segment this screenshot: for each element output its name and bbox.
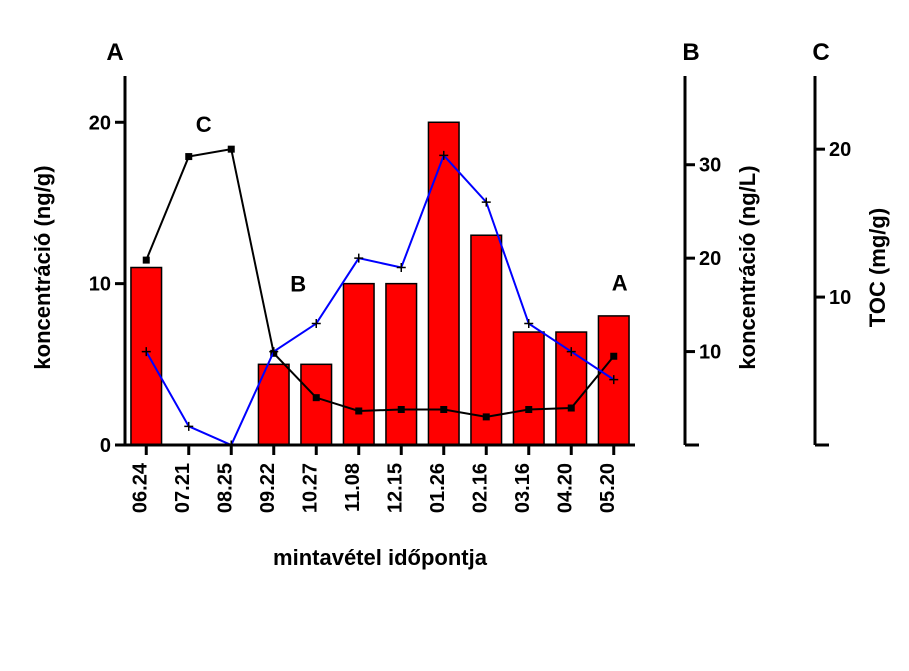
x-tick-label: 01.26 [427,463,449,513]
axis-c-tick: 10 [829,287,851,309]
axis-c-tick: 20 [829,139,851,161]
axis-a-letter: A [106,39,123,66]
marker-c [610,353,617,360]
series-letter-b: B [290,272,306,297]
marker-c [355,407,362,414]
axis-c-label: TOC (mg/g) [865,208,890,327]
x-tick-label: 03.16 [512,463,534,513]
marker-c [483,413,490,420]
axis-a-tick: 20 [89,112,111,134]
bar [513,332,544,445]
bar [301,364,332,445]
axis-a-label: koncentráció (ng/g) [30,165,55,369]
axis-b-tick: 30 [699,155,721,177]
axis-b-label: koncentráció (ng/L) [735,165,760,369]
x-tick-label: 09.22 [257,463,279,513]
axis-b-letter: B [682,39,699,66]
marker-c [228,146,235,153]
x-tick-label: 12.15 [384,463,406,513]
marker-c [525,406,532,413]
series-letter-c: C [196,112,212,137]
x-tick-label: 08.25 [214,463,236,513]
x-tick-label: 06.24 [129,462,151,513]
marker-c [398,406,405,413]
axis-c-letter: C [812,39,829,66]
x-tick-label: 10.27 [299,463,321,513]
marker-c [440,406,447,413]
x-tick-label: 05.20 [597,463,619,513]
bar [343,284,374,445]
bar [428,122,459,445]
chart-root: 0 10 20 Akoncentráció (ng/g) 06.24 07.21 08.25… [0,0,909,671]
marker-c [185,153,192,160]
x-tick-label: 04.20 [554,463,576,513]
axis-a-tick: 0 [100,435,111,457]
x-tick-label: 07.21 [172,463,194,513]
x-axis-label: mintavétel időpontja [273,545,488,570]
bar [386,284,417,445]
marker-c [143,257,150,264]
chart-svg: 0 10 20 Akoncentráció (ng/g) 06.24 07.21 08.25… [0,0,909,671]
series-letter-a: A [612,271,628,296]
axis-a-tick: 10 [89,274,111,296]
bar [131,268,162,446]
axis-b-tick: 10 [699,342,721,364]
marker-c [313,394,320,401]
marker-c [568,405,575,412]
axis-b-tick: 20 [699,248,721,270]
x-tick-label: 11.08 [342,463,364,512]
x-tick-label: 02.16 [469,463,491,513]
